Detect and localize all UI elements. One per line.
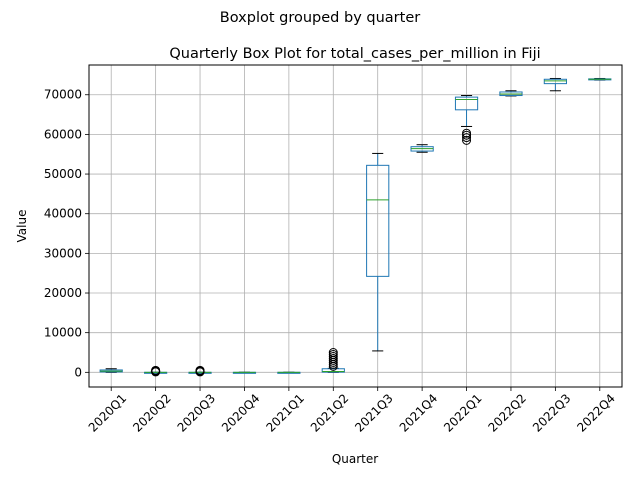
box-iqr xyxy=(366,164,390,277)
x-tick-label: 2020Q1 xyxy=(86,391,130,435)
x-tick-label: 2021Q4 xyxy=(397,391,441,435)
x-tick-label: 2021Q2 xyxy=(308,391,352,435)
y-tick-label: 70000 xyxy=(44,88,82,102)
x-tick-label: 2022Q3 xyxy=(530,391,574,435)
y-tick-label: 10000 xyxy=(44,326,82,340)
x-tick-label: 2022Q2 xyxy=(486,391,530,435)
box-2020Q1 xyxy=(99,368,123,373)
box-2021Q3 xyxy=(366,152,390,352)
flier-point xyxy=(328,348,338,357)
box-2020Q4 xyxy=(232,371,257,374)
flier-point xyxy=(462,135,472,145)
box-iqr xyxy=(543,78,567,85)
x-axis-ticks: 2020Q1 2020Q2 2020Q3 2020Q4 2021Q1 2021Q2 2021… xyxy=(86,387,618,435)
box-2022Q3 xyxy=(543,77,567,92)
flier-point xyxy=(151,365,161,375)
chart-suptitle: Boxplot grouped by quarter xyxy=(220,10,420,26)
y-tick-label: 20000 xyxy=(44,286,82,300)
flier-point xyxy=(195,365,205,375)
box-2020Q3 xyxy=(188,365,212,377)
chart-title: Quarterly Box Plot for total_cases_per_m… xyxy=(169,46,540,62)
y-tick-label: 40000 xyxy=(44,207,82,221)
x-axis-label: Quarter xyxy=(332,452,378,466)
y-axis-label: Value xyxy=(15,210,29,243)
plot-area-frame xyxy=(88,64,623,388)
box-2020Q2 xyxy=(144,365,168,377)
flier-point xyxy=(462,133,472,143)
boxes xyxy=(99,77,612,377)
x-tick-label: 2022Q1 xyxy=(441,391,485,435)
box-2022Q4 xyxy=(588,77,612,81)
y-tick-label: 50000 xyxy=(44,167,82,181)
x-tick-label: 2022Q4 xyxy=(574,391,618,435)
y-tick-label: 0 xyxy=(74,365,82,379)
box-iqr xyxy=(454,96,479,111)
y-axis-ticks: 0 10000 20000 30000 40000 50000 60000 70000 xyxy=(44,88,89,379)
x-tick-label: 2020Q2 xyxy=(130,391,174,435)
y-tick-label: 30000 xyxy=(44,246,82,260)
box-2021Q1 xyxy=(277,371,301,374)
x-tick-label: 2020Q4 xyxy=(219,391,263,435)
box-2022Q2 xyxy=(499,90,523,97)
box-2022Q1 xyxy=(454,95,479,145)
x-tick-label: 2021Q3 xyxy=(352,391,396,435)
x-tick-label: 2020Q3 xyxy=(175,391,219,435)
x-tick-label: 2021Q1 xyxy=(263,391,307,435)
y-tick-label: 60000 xyxy=(44,127,82,141)
box-2021Q2 xyxy=(321,348,345,373)
grid xyxy=(89,65,622,387)
box-2021Q4 xyxy=(410,144,434,153)
flier-point xyxy=(462,128,472,138)
